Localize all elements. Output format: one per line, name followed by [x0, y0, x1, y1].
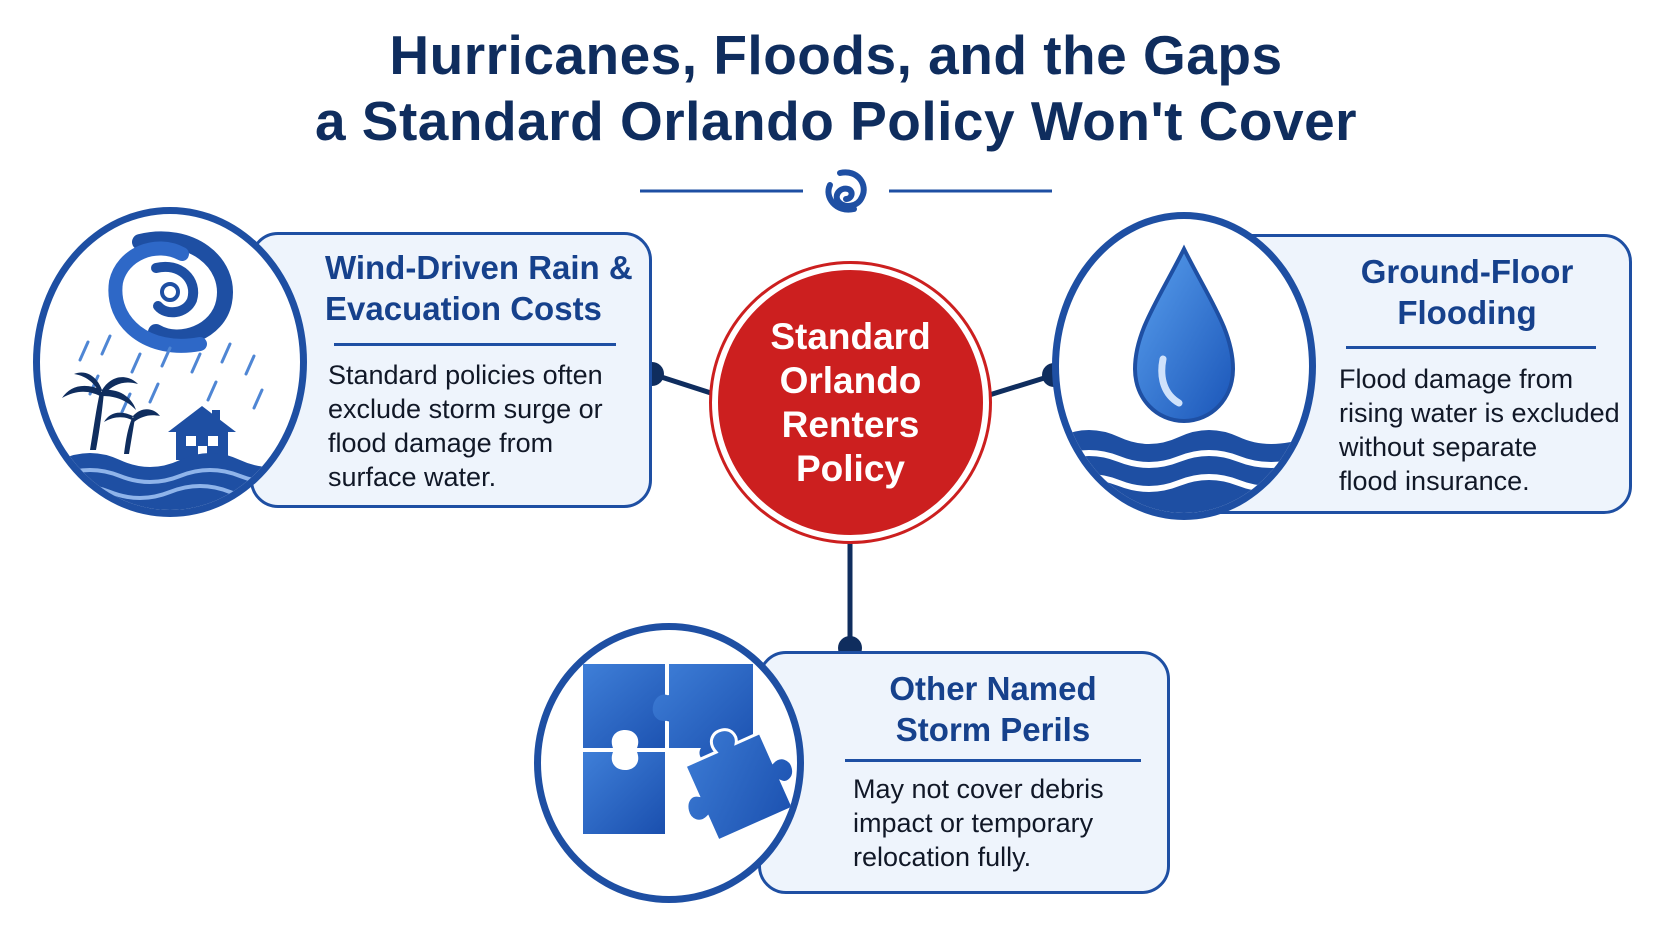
hurricane-storm-house-icon	[33, 207, 307, 517]
card-wind-driven-rain-body: Standard policies often exclude storm su…	[328, 360, 603, 492]
card-wind-driven-rain	[250, 232, 652, 508]
title-line-1: Hurricanes, Floods, and the Gaps	[389, 24, 1283, 86]
card-other-named-storm-perils-body: May not cover debris impact or temporary…	[853, 774, 1104, 872]
puzzle-pieces-icon	[534, 623, 804, 903]
page-title: Hurricanes, Floods, and the Gaps a Stand…	[0, 22, 1672, 154]
card-wind-driven-rain-title: Wind-Driven Rain & Evacuation Costs	[325, 249, 633, 327]
card-other-named-storm-perils-rule	[845, 759, 1141, 762]
card-ground-floor-flooding-rule	[1346, 346, 1596, 349]
water-drop-waves-icon	[1052, 212, 1316, 520]
title-line-2: a Standard Orlando Policy Won't Cover	[314, 90, 1358, 152]
center-policy-label: Standard Orlando Renters Policy	[770, 315, 931, 489]
hurricane-swirl-icon	[824, 169, 868, 213]
card-other-named-storm-perils-title: Other Named Storm Perils	[889, 670, 1097, 748]
card-wind-driven-rain-rule	[334, 343, 616, 346]
card-ground-floor-flooding-title: Ground-Floor Flooding	[1360, 253, 1574, 331]
card-other-named-storm-perils	[758, 651, 1170, 894]
card-ground-floor-flooding-body: Flood damage from rising water is exclud…	[1339, 364, 1620, 496]
center-policy-circle: Standard Orlando Renters Policy	[712, 264, 989, 541]
